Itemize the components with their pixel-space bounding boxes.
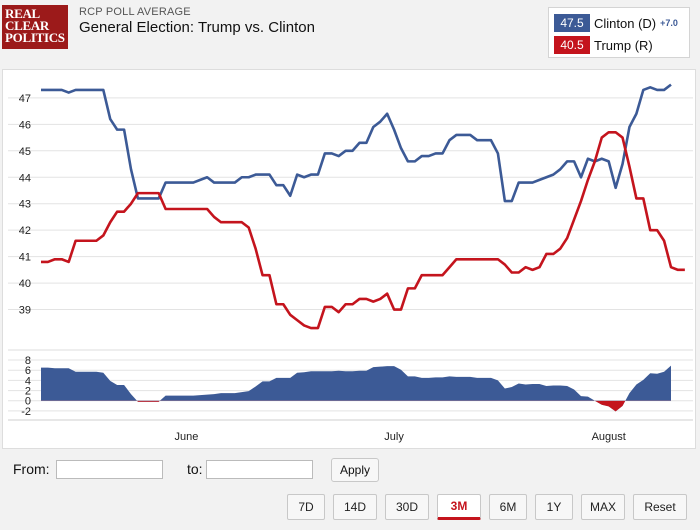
spread-tick-label: 2 (25, 386, 31, 398)
trump-line (41, 130, 685, 330)
y-tick-label: 42 (19, 225, 31, 237)
spread-area (41, 365, 671, 412)
y-tick-label: 44 (19, 172, 31, 184)
spread-tick-label: 8 (25, 355, 31, 367)
y-tick-label: 39 (19, 305, 31, 317)
x-tick-label: July (384, 431, 404, 443)
range-14d-button[interactable]: 14D (333, 494, 377, 520)
to-label: to: (187, 461, 203, 477)
chart-header: REAL CLEAR POLITICS RCP POLL AVERAGE Gen… (0, 0, 700, 64)
from-date-input[interactable] (56, 460, 163, 479)
legend-value-clinton: 47.5 (554, 14, 590, 32)
y-tick-label: 46 (19, 119, 31, 131)
legend-value-trump: 40.5 (554, 36, 590, 54)
legend-entry-clinton[interactable]: 47.5 Clinton (D) +7.0 (554, 14, 678, 32)
reset-button[interactable]: Reset (633, 494, 687, 520)
x-tick-label: June (174, 431, 198, 443)
rcp-logo: REAL CLEAR POLITICS (2, 5, 68, 49)
range-1y-button[interactable]: 1Y (535, 494, 573, 520)
legend-spread: +7.0 (660, 18, 678, 28)
from-label: From: (13, 461, 50, 477)
range-30d-button[interactable]: 30D (385, 494, 429, 520)
chart-panel: 39 40 41 42 43 44 45 46 47 8 6 4 2 0 -2 June July August (2, 69, 696, 449)
y-tick-label: 41 (19, 252, 31, 264)
spread-tick-label: 6 (25, 365, 31, 377)
legend-entry-trump[interactable]: 40.5 Trump (R) (554, 36, 653, 54)
spread-tick-label: 0 (25, 396, 31, 408)
range-6m-button[interactable]: 6M (489, 494, 527, 520)
chart-title: General Election: Trump vs. Clinton (79, 19, 315, 36)
y-tick-label: 47 (19, 93, 31, 105)
range-3m-button[interactable]: 3M (437, 494, 481, 520)
legend-label-trump: Trump (R) (594, 37, 653, 53)
legend-label-clinton: Clinton (D) (594, 15, 657, 31)
to-date-input[interactable] (206, 460, 313, 479)
clinton-line (41, 83, 672, 203)
spread-tick-label: -2 (21, 406, 31, 418)
y-tick-label: 40 (19, 278, 31, 290)
x-tick-label: August (592, 431, 626, 443)
legend-box: 47.5 Clinton (D) +7.0 40.5 Trump (R) (548, 7, 690, 58)
y-tick-label: 43 (19, 199, 31, 211)
apply-button[interactable]: Apply (331, 458, 379, 482)
y-tick-label: 45 (19, 146, 31, 158)
range-max-button[interactable]: MAX (581, 494, 625, 520)
chart-kicker: RCP POLL AVERAGE (79, 6, 191, 18)
spread-tick-label: 4 (25, 375, 31, 387)
range-7d-button[interactable]: 7D (287, 494, 325, 520)
